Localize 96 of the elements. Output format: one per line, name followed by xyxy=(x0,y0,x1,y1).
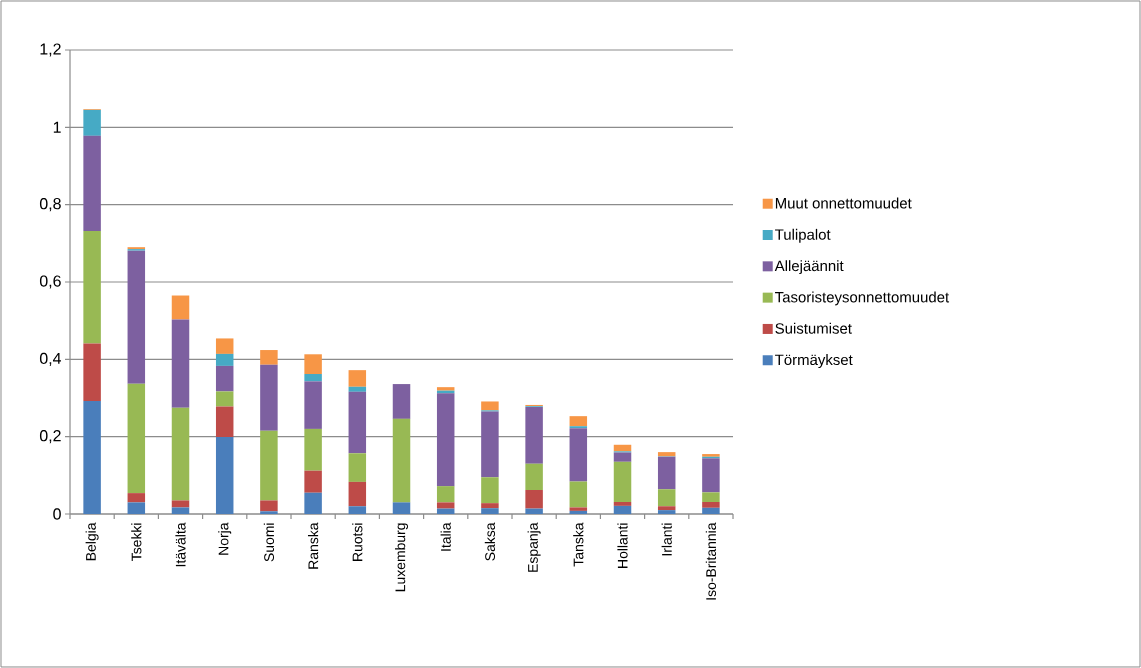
bar xyxy=(481,411,499,478)
bar xyxy=(657,506,676,511)
bar xyxy=(613,502,632,506)
x-tick-label: Luxemburg xyxy=(395,523,409,592)
bar xyxy=(657,452,676,457)
bar xyxy=(127,250,146,384)
bar xyxy=(702,507,720,514)
bar xyxy=(613,461,632,502)
y-tick-label: 0,8 xyxy=(39,198,61,212)
bar xyxy=(215,365,234,392)
bar xyxy=(215,391,234,407)
bar xyxy=(702,458,720,493)
bar xyxy=(525,406,543,464)
bar xyxy=(260,350,278,365)
bar xyxy=(260,511,278,514)
bar xyxy=(348,453,367,482)
bar xyxy=(260,430,278,501)
bar xyxy=(215,437,234,514)
bar xyxy=(525,508,543,514)
bar xyxy=(392,384,411,419)
x-tick-label: Iso-Britannia xyxy=(705,522,717,600)
x-tick-label: Norja xyxy=(218,522,232,555)
y-tick-label: 1 xyxy=(53,121,61,133)
bar xyxy=(171,407,190,501)
legend-label: Tulipalot xyxy=(775,228,831,243)
bar xyxy=(83,230,101,344)
y-tick-label: 0,2 xyxy=(39,430,61,444)
y-tick-label: 0 xyxy=(53,508,61,520)
legend-label: Allejäännit xyxy=(774,260,844,275)
bar xyxy=(657,456,676,490)
bar xyxy=(171,507,190,514)
bar xyxy=(83,109,101,136)
bar xyxy=(702,492,720,502)
x-tick-label: Irlanti xyxy=(661,523,672,556)
y-tick-label: 0,4 xyxy=(39,352,62,366)
bar xyxy=(215,353,234,366)
bar xyxy=(525,463,543,491)
bar xyxy=(348,481,367,507)
bar xyxy=(215,406,234,438)
bar xyxy=(613,452,632,462)
x-tick-label: Hollanti xyxy=(617,523,628,568)
y-tick-label: 0,6 xyxy=(39,275,61,289)
bar xyxy=(481,477,499,504)
legend-label: Tasoristeysonnettomuudet xyxy=(775,291,950,306)
bar xyxy=(348,370,367,387)
bar xyxy=(436,393,455,487)
bar xyxy=(127,493,146,503)
bar xyxy=(613,505,632,514)
bar xyxy=(569,416,588,427)
bar xyxy=(304,381,322,429)
bar xyxy=(525,490,543,509)
bar xyxy=(260,364,278,431)
bar xyxy=(127,502,146,514)
bar xyxy=(569,481,588,508)
x-tick-label: Itävälta xyxy=(175,522,186,567)
bar xyxy=(348,391,367,454)
bar xyxy=(304,470,322,493)
bar xyxy=(392,418,411,503)
bar xyxy=(171,295,190,320)
bar xyxy=(657,510,676,514)
bar xyxy=(83,401,101,514)
bar xyxy=(127,383,146,494)
x-tick-label: Suomi xyxy=(263,523,275,562)
bar xyxy=(436,502,455,509)
bar xyxy=(304,428,322,471)
x-tick-label: Ruotsi xyxy=(352,523,363,561)
bar xyxy=(304,354,322,375)
bar xyxy=(392,502,411,514)
bar xyxy=(569,428,588,482)
legend-label: Törmäykset xyxy=(775,354,853,369)
bar xyxy=(171,500,190,508)
bar xyxy=(436,486,455,503)
bar xyxy=(481,503,499,509)
x-tick-label: Tanska xyxy=(573,522,584,567)
x-tick-label: Espanja xyxy=(527,522,541,572)
bar xyxy=(171,319,190,408)
x-tick-label: Italia xyxy=(440,522,451,551)
bar xyxy=(304,374,322,382)
bar xyxy=(481,401,499,411)
bar xyxy=(304,492,322,514)
x-tick-label: Ranska xyxy=(307,522,319,569)
y-tick-label: 1,2 xyxy=(40,43,61,57)
bar xyxy=(83,135,101,231)
bar xyxy=(702,502,720,508)
bar xyxy=(348,386,367,392)
bar xyxy=(348,506,367,514)
bar xyxy=(83,343,101,402)
x-tick-label: Tsekki xyxy=(131,523,142,561)
legend-label: Suistumiset xyxy=(775,322,852,334)
bar xyxy=(215,338,234,354)
x-tick-label: Saksa xyxy=(484,522,496,561)
legend-label: Muut onnettomuudet xyxy=(775,197,912,209)
bar xyxy=(260,500,278,512)
x-tick-label: Belgia xyxy=(85,522,99,561)
bar xyxy=(481,508,499,514)
bar xyxy=(657,489,676,507)
